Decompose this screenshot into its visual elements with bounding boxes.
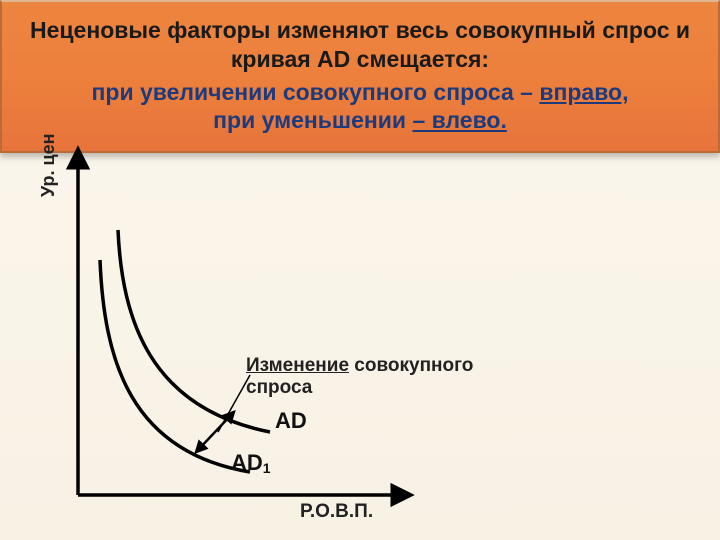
y-axis-label: Ур. цен <box>38 134 59 197</box>
curve-ad <box>118 230 270 432</box>
curve-ad-label: AD <box>275 408 307 434</box>
curve-ad1-label: AD1 <box>231 450 271 476</box>
chart-svg <box>0 0 720 540</box>
curve-ad1 <box>100 260 250 472</box>
slide: Неценовые факторы изменяют весь совокупн… <box>0 0 720 540</box>
curve-ad1-label-main: AD <box>231 450 263 475</box>
curve-ad1-label-sub: 1 <box>263 460 271 476</box>
shift-arrow <box>198 414 232 450</box>
x-axis-label: Р.О.В.П. <box>300 501 373 523</box>
change-label: Изменение совокупногоспроса <box>246 355 473 399</box>
